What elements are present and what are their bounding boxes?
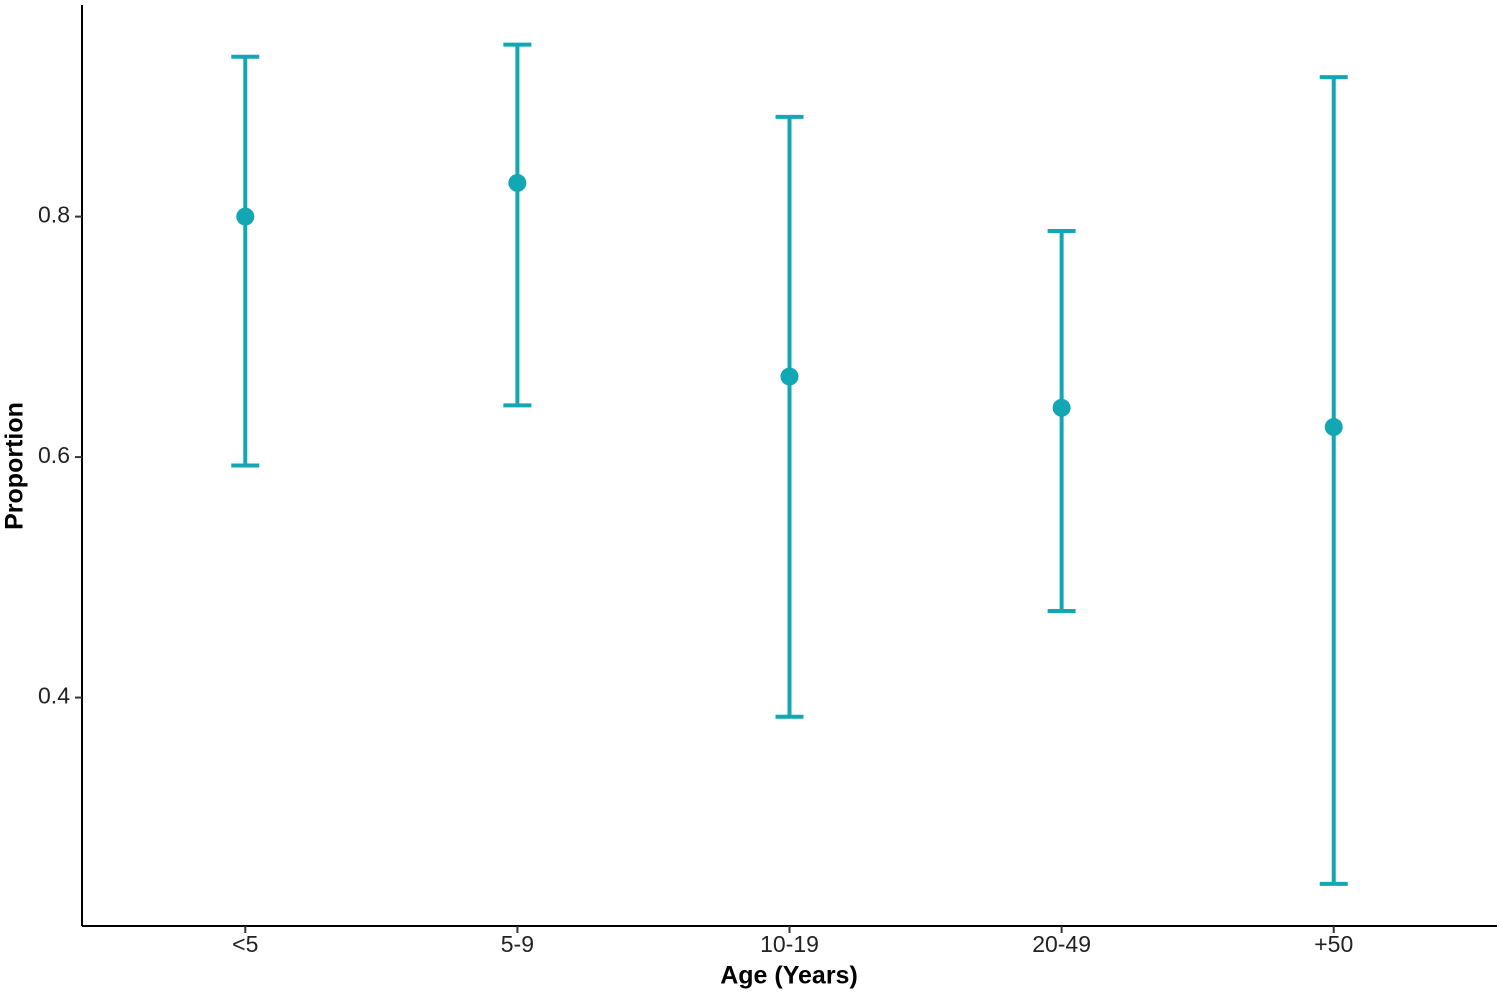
y-tick-label: 0.6 xyxy=(38,442,70,468)
point xyxy=(780,367,799,386)
point xyxy=(1324,418,1343,437)
x-axis-title: Age (Years) xyxy=(720,962,858,990)
point xyxy=(508,173,527,192)
point xyxy=(1052,398,1071,417)
y-axis-title: Proportion xyxy=(1,402,29,530)
x-tick-label: 20-49 xyxy=(1032,931,1091,957)
point xyxy=(236,207,255,226)
x-tick-label: +50 xyxy=(1314,931,1353,957)
x-tick-label: 10-19 xyxy=(760,931,819,957)
y-tick-label: 0.8 xyxy=(38,202,70,228)
x-tick-label: 5-9 xyxy=(501,931,534,957)
y-tick-label: 0.4 xyxy=(38,683,70,709)
x-tick-label: <5 xyxy=(232,931,258,957)
